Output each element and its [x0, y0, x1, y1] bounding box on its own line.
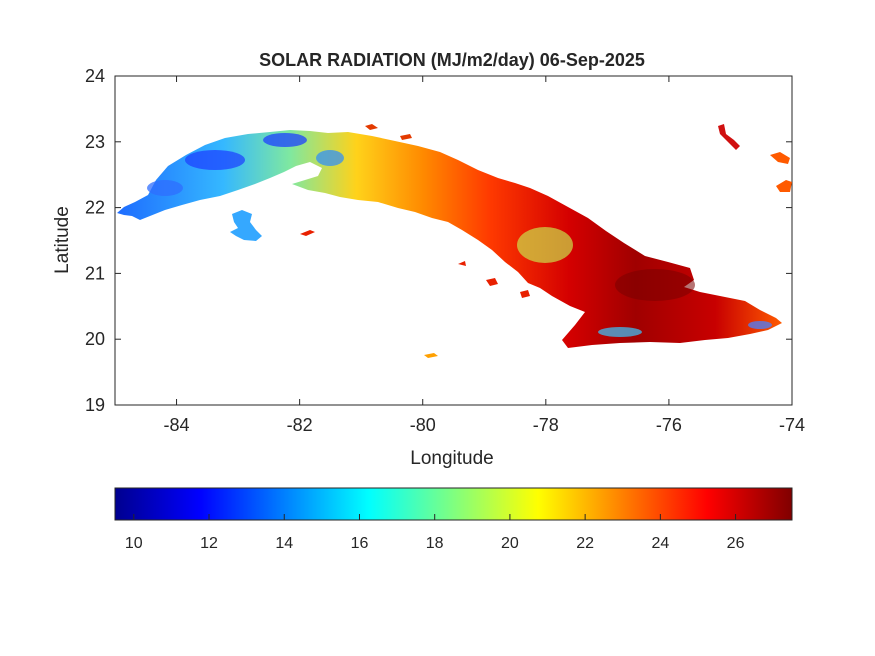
y-tick-label: 21 — [85, 263, 105, 283]
x-axis-label: Longitude — [410, 448, 493, 469]
y-tick-label: 20 — [85, 329, 105, 349]
colorbar-tick-label: 18 — [426, 535, 444, 552]
x-axis: -84 -82 -80 -78 -76 -74 — [164, 76, 805, 435]
x-tick-label: -74 — [779, 415, 805, 435]
x-tick-label: -78 — [533, 415, 559, 435]
cool-zone-west — [185, 150, 245, 170]
cool-zone-central — [316, 150, 344, 166]
colorbar — [114, 487, 793, 521]
y-axis-label: Latitude — [52, 206, 73, 274]
cool-zone-northwest — [263, 133, 307, 147]
cool-zone-southeast — [598, 327, 642, 337]
colorbar-tick-label: 12 — [200, 535, 218, 552]
colorbar-tick-label: 22 — [576, 535, 594, 552]
colorbar-tick-label: 20 — [501, 535, 519, 552]
x-tick-label: -80 — [410, 415, 436, 435]
y-tick-label: 23 — [85, 132, 105, 152]
cuba-main-island — [117, 130, 782, 348]
isla-de-la-juventud — [230, 210, 262, 241]
colorbar-tick-label: 16 — [351, 535, 369, 552]
colorbar-tick-label: 26 — [727, 535, 745, 552]
colorbar-tick-label: 10 — [125, 535, 143, 552]
hot-zone-east — [615, 269, 695, 301]
map-title: SOLAR RADIATION (MJ/m2/day) 06-Sep-2025 — [259, 50, 645, 70]
y-tick-label: 24 — [85, 66, 105, 86]
map-axes — [114, 75, 793, 406]
haiti-fragment-east — [770, 152, 792, 192]
y-tick-label: 22 — [85, 198, 105, 218]
x-tick-label: -76 — [656, 415, 682, 435]
green-zone-central — [517, 227, 573, 263]
cool-zone-east-tip — [748, 321, 772, 329]
colorbar-tick-label: 24 — [651, 535, 669, 552]
haiti-fragment-north — [718, 124, 740, 150]
cool-zone-far-west — [147, 180, 183, 196]
colorbar-ticks: 10 12 14 16 18 20 22 24 26 — [125, 514, 745, 552]
radiation-field — [117, 124, 792, 358]
x-tick-label: -84 — [164, 415, 190, 435]
y-tick-label: 19 — [85, 395, 105, 415]
colorbar-tick-label: 14 — [275, 535, 293, 552]
x-tick-label: -82 — [287, 415, 313, 435]
y-axis: 24 23 22 21 20 19 — [85, 66, 792, 415]
small-island-south — [424, 353, 438, 358]
northern-keys — [365, 124, 412, 140]
